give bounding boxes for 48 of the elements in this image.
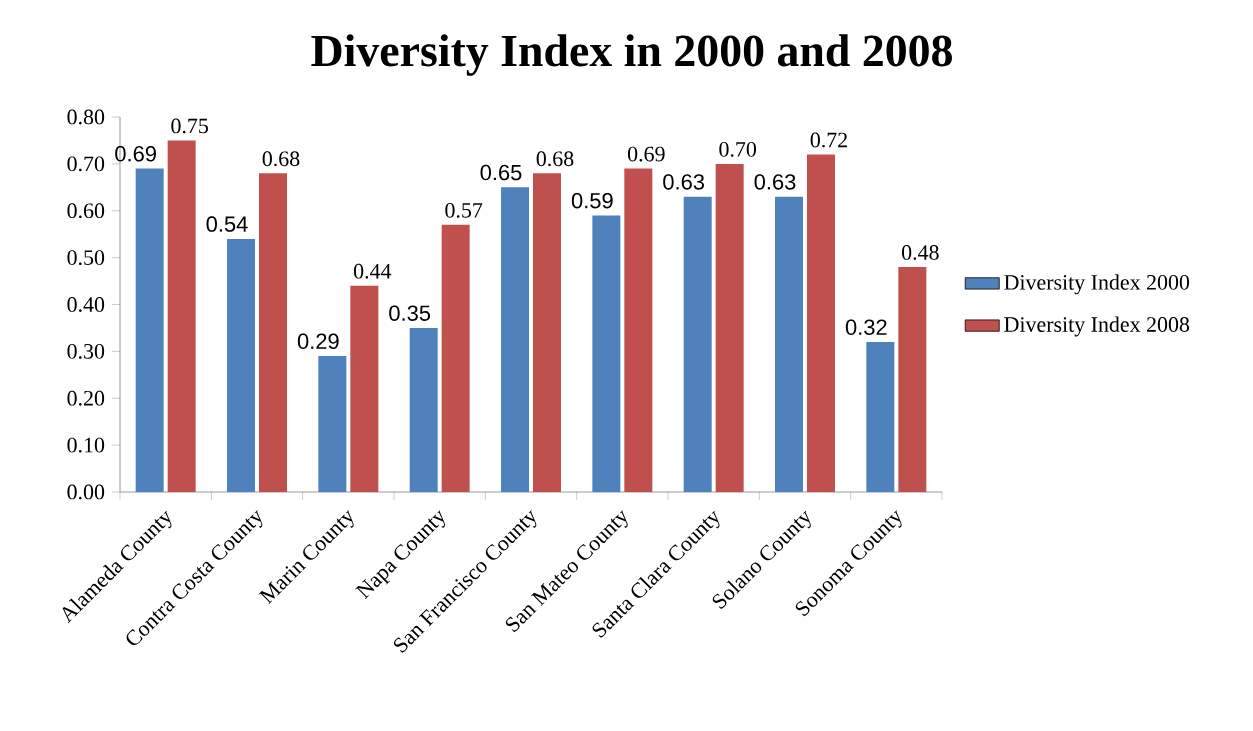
bar: [167, 140, 196, 492]
bar: [592, 215, 621, 492]
bar: [624, 168, 653, 492]
y-tick-label: 0.20: [67, 390, 105, 406]
y-tick-label: 0.10: [67, 437, 105, 453]
y-tick-label: 0.40: [67, 297, 105, 312]
bar: [532, 173, 561, 492]
y-tick-label: 0.60: [67, 203, 105, 219]
data-label: 0.44: [353, 263, 392, 279]
chart-title: Diversity Index in 2000 and 2008: [311, 34, 952, 76]
bar: [866, 342, 895, 492]
bar: [409, 327, 438, 492]
bar: [898, 267, 927, 492]
y-tick-label: 0.50: [67, 250, 105, 266]
data-label: 0.72: [810, 132, 847, 148]
data-label: 0.35: [389, 305, 431, 321]
data-label: 0.63: [754, 174, 796, 190]
data-label: 0.68: [536, 151, 574, 167]
bar: [350, 285, 379, 492]
y-tick-label: 0.70: [67, 156, 105, 172]
y-tick-label: 0.30: [67, 343, 105, 359]
bar: [441, 224, 470, 492]
legend-label: Diversity Index 2000: [1004, 274, 1190, 295]
y-tick-label: 0.80: [67, 109, 105, 125]
y-tick-label: 0.00: [67, 484, 105, 500]
data-label: 0.29: [297, 333, 339, 350]
data-label: 0.68: [262, 151, 300, 167]
data-label: 0.69: [115, 146, 156, 162]
bar: [775, 196, 804, 492]
data-label: 0.32: [845, 319, 887, 335]
bar: [227, 238, 256, 492]
data-label: 0.59: [571, 192, 613, 209]
bar: [806, 154, 835, 492]
data-label: 0.69: [627, 146, 665, 162]
bar: [135, 168, 164, 492]
bar: [683, 196, 712, 492]
legend-label: Diversity Index 2008: [1004, 316, 1190, 337]
bar: [715, 163, 744, 492]
bar: [318, 356, 347, 492]
data-label: 0.54: [206, 216, 248, 232]
data-label: 0.63: [663, 174, 705, 190]
data-label: 0.75: [171, 118, 208, 134]
data-label: 0.57: [445, 202, 483, 218]
bar: [258, 173, 287, 492]
data-label: 0.48: [902, 245, 939, 260]
data-label: 0.65: [480, 164, 522, 181]
data-label: 0.70: [719, 141, 757, 157]
bar: [501, 187, 530, 492]
